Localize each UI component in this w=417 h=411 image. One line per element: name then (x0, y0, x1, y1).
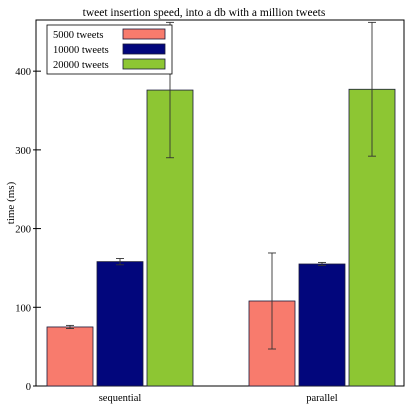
y-tick-label: 400 (15, 67, 31, 78)
x-tick-label: parallel (306, 393, 338, 404)
y-axis: 0 100 200 300 400 (15, 67, 41, 393)
x-axis-labels: sequential parallel (99, 393, 338, 404)
y-tick-label: 100 (15, 303, 31, 314)
legend-swatch (122, 28, 166, 40)
y-tick-label: 300 (15, 146, 31, 157)
y-tick-label: 200 (15, 225, 31, 236)
bars (46, 21, 396, 387)
chart-title: tweet insertion speed, into a db with a … (83, 7, 326, 19)
bar-sequential-1 (96, 261, 144, 387)
bar-parallel-1 (298, 263, 346, 387)
x-tick-label: sequential (99, 393, 142, 404)
legend-swatch (122, 43, 166, 55)
legend-label: 5000 tweets (53, 30, 103, 41)
legend: 5000 tweets 10000 tweets 20000 tweets (46, 24, 173, 75)
legend-label: 10000 tweets (53, 45, 109, 56)
legend-label: 20000 tweets (53, 60, 109, 71)
y-tick-label: 0 (26, 382, 31, 393)
y-axis-label: time (ms) (5, 181, 17, 224)
plot-frame (35, 19, 405, 387)
bar-sequential-0 (46, 326, 94, 387)
legend-swatch (122, 58, 166, 70)
